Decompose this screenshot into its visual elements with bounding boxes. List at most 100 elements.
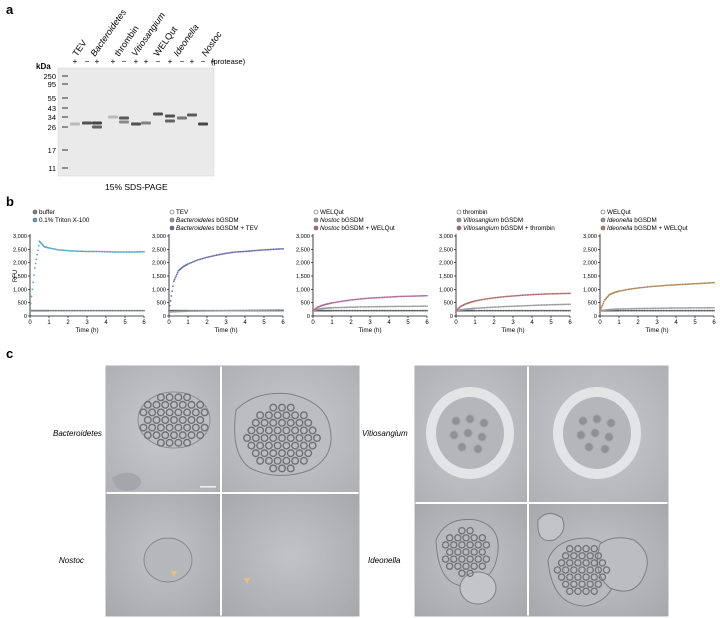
data-point [97, 250, 99, 253]
data-point [225, 252, 227, 255]
data-point [702, 309, 704, 312]
kinetics-chart-1: 0 500 1,000 1,500 2,000 2,500 3,000 0 1 2 3 4 5 6 Time… [13, 209, 146, 334]
data-point [234, 309, 237, 312]
data-point [480, 307, 483, 309]
data-point [82, 250, 85, 253]
data-point [657, 309, 660, 312]
data-point [670, 309, 673, 312]
data-point [225, 309, 227, 312]
data-point [695, 282, 698, 285]
data-point [220, 309, 223, 312]
data-point [130, 309, 133, 312]
data-point [648, 285, 650, 288]
data-point [282, 247, 284, 250]
data-point [668, 284, 671, 287]
data-point [499, 296, 502, 299]
y-tick-label: 0 [163, 314, 166, 320]
data-point [496, 309, 499, 312]
data-point [488, 309, 491, 312]
data-point [624, 307, 627, 310]
data-point [689, 309, 692, 312]
data-point [648, 307, 650, 310]
data-point [697, 282, 700, 285]
pore-ring [264, 456, 273, 465]
data-point [65, 309, 68, 312]
data-point [558, 303, 560, 306]
pore-ring [565, 544, 574, 553]
data-point [675, 309, 677, 312]
data-point [124, 309, 126, 312]
data-point [364, 297, 367, 300]
pore-ring [264, 441, 273, 450]
data-point [499, 309, 502, 312]
pore-ring [282, 411, 291, 420]
data-point [337, 306, 340, 309]
pore-ring [565, 573, 574, 581]
data-point [269, 309, 272, 311]
data-point [206, 256, 208, 259]
data-point [108, 250, 111, 253]
data-point [191, 310, 194, 313]
data-point [697, 309, 700, 312]
y-tick-label: 1,500 [296, 274, 310, 280]
data-point [196, 259, 199, 261]
data-point [381, 309, 384, 312]
data-point [106, 250, 109, 253]
data-point [356, 306, 359, 308]
pore-ring [169, 415, 179, 425]
data-point [419, 309, 422, 312]
data-point [652, 307, 655, 310]
pore-ring [454, 548, 462, 556]
data-point [542, 293, 544, 295]
data-point [71, 250, 74, 252]
data-point [259, 249, 262, 252]
data-point [664, 309, 666, 312]
data-point [354, 298, 357, 301]
data-point [48, 309, 50, 312]
pore-ring [156, 393, 165, 402]
x-tick-label: 5 [549, 320, 553, 326]
data-point [269, 248, 272, 251]
data-point [233, 309, 235, 312]
data-point [629, 307, 631, 310]
data-point [346, 306, 349, 309]
data-point [565, 303, 568, 306]
data-point [559, 303, 562, 306]
pore-ring [454, 562, 462, 570]
data-point [602, 302, 605, 305]
pore-ring [557, 573, 566, 581]
data-point [389, 309, 392, 312]
data-point [482, 306, 484, 309]
panel-label-a: a [6, 2, 14, 17]
data-point [483, 309, 486, 312]
data-point [68, 309, 71, 312]
data-point [67, 249, 69, 252]
data-point [124, 251, 126, 253]
data-point [128, 309, 131, 312]
data-point [543, 293, 546, 295]
data-point [176, 273, 178, 276]
data-point [49, 309, 52, 312]
data-point [421, 305, 424, 308]
data-point [373, 309, 376, 312]
data-point [482, 298, 484, 301]
data-point [106, 309, 109, 312]
pore-ring [165, 393, 174, 402]
data-point [640, 309, 643, 312]
y-tick-label: 3,000 [296, 234, 310, 240]
data-point [141, 250, 144, 253]
data-point [332, 306, 335, 309]
data-point [708, 282, 711, 284]
data-point [253, 249, 256, 252]
pore-ring [165, 408, 174, 417]
data-point [664, 307, 666, 310]
legend-marker [600, 209, 606, 215]
data-point [263, 309, 265, 312]
legend-entry: Vitiosangium bGSDM [463, 217, 523, 224]
data-point [60, 309, 63, 312]
data-point [489, 297, 492, 300]
pore-ring [273, 426, 282, 435]
data-point [537, 309, 540, 312]
data-point [86, 250, 88, 253]
data-point [403, 309, 406, 312]
